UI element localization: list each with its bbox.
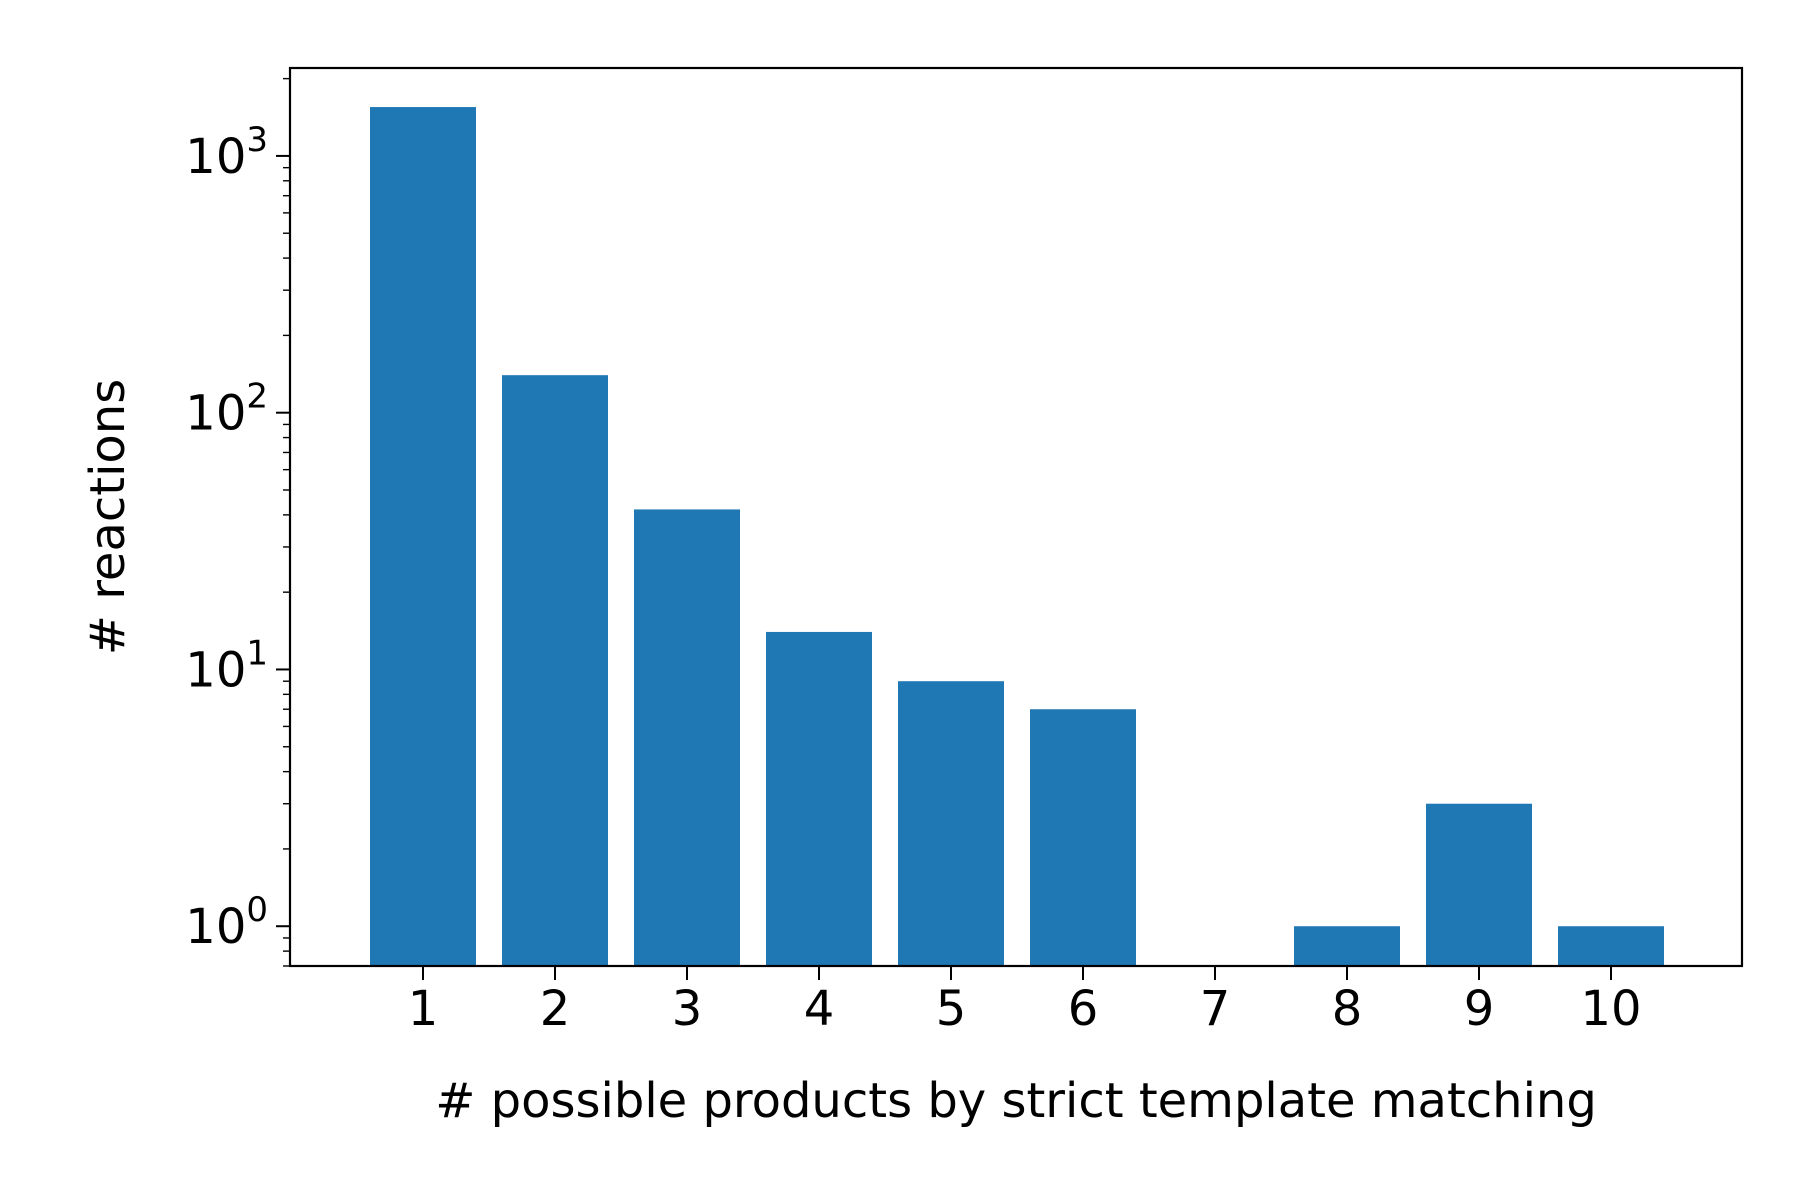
y-tick-label: 103 [185, 120, 268, 185]
x-tick-label: 3 [672, 981, 703, 1037]
x-tick-label: 5 [936, 981, 967, 1037]
bar-5 [898, 681, 1004, 966]
bars-layer [370, 107, 1664, 967]
bar-2 [502, 375, 608, 967]
x-tick-label: 4 [804, 981, 835, 1037]
x-tick-label: 8 [1332, 981, 1363, 1037]
y-tick-label: 102 [185, 377, 268, 442]
x-axis-label: # possible products by strict template m… [435, 1073, 1597, 1129]
bar-9 [1426, 803, 1532, 966]
x-tick-label: 10 [1580, 981, 1641, 1037]
bar-8 [1294, 926, 1400, 966]
x-axis: 1 2 3 4 5 6 7 8 9 10 [408, 966, 1642, 1037]
x-tick-label: 2 [540, 981, 571, 1037]
y-tick-label: 100 [185, 890, 268, 955]
x-tick-label: 9 [1464, 981, 1495, 1037]
bar-3 [634, 509, 740, 966]
y-axis-label: # reactions [80, 379, 136, 655]
y-tick-label: 101 [185, 633, 268, 698]
y-axis: 100 101 102 103 [185, 77, 290, 967]
x-tick-label: 7 [1200, 981, 1231, 1037]
x-tick-label: 6 [1068, 981, 1099, 1037]
bar-4 [766, 631, 872, 966]
plot-frame [288, 66, 1744, 968]
bar-6 [1030, 709, 1136, 966]
bar-1 [370, 107, 476, 966]
bar-10 [1558, 926, 1664, 966]
x-tick-label: 1 [408, 981, 439, 1037]
